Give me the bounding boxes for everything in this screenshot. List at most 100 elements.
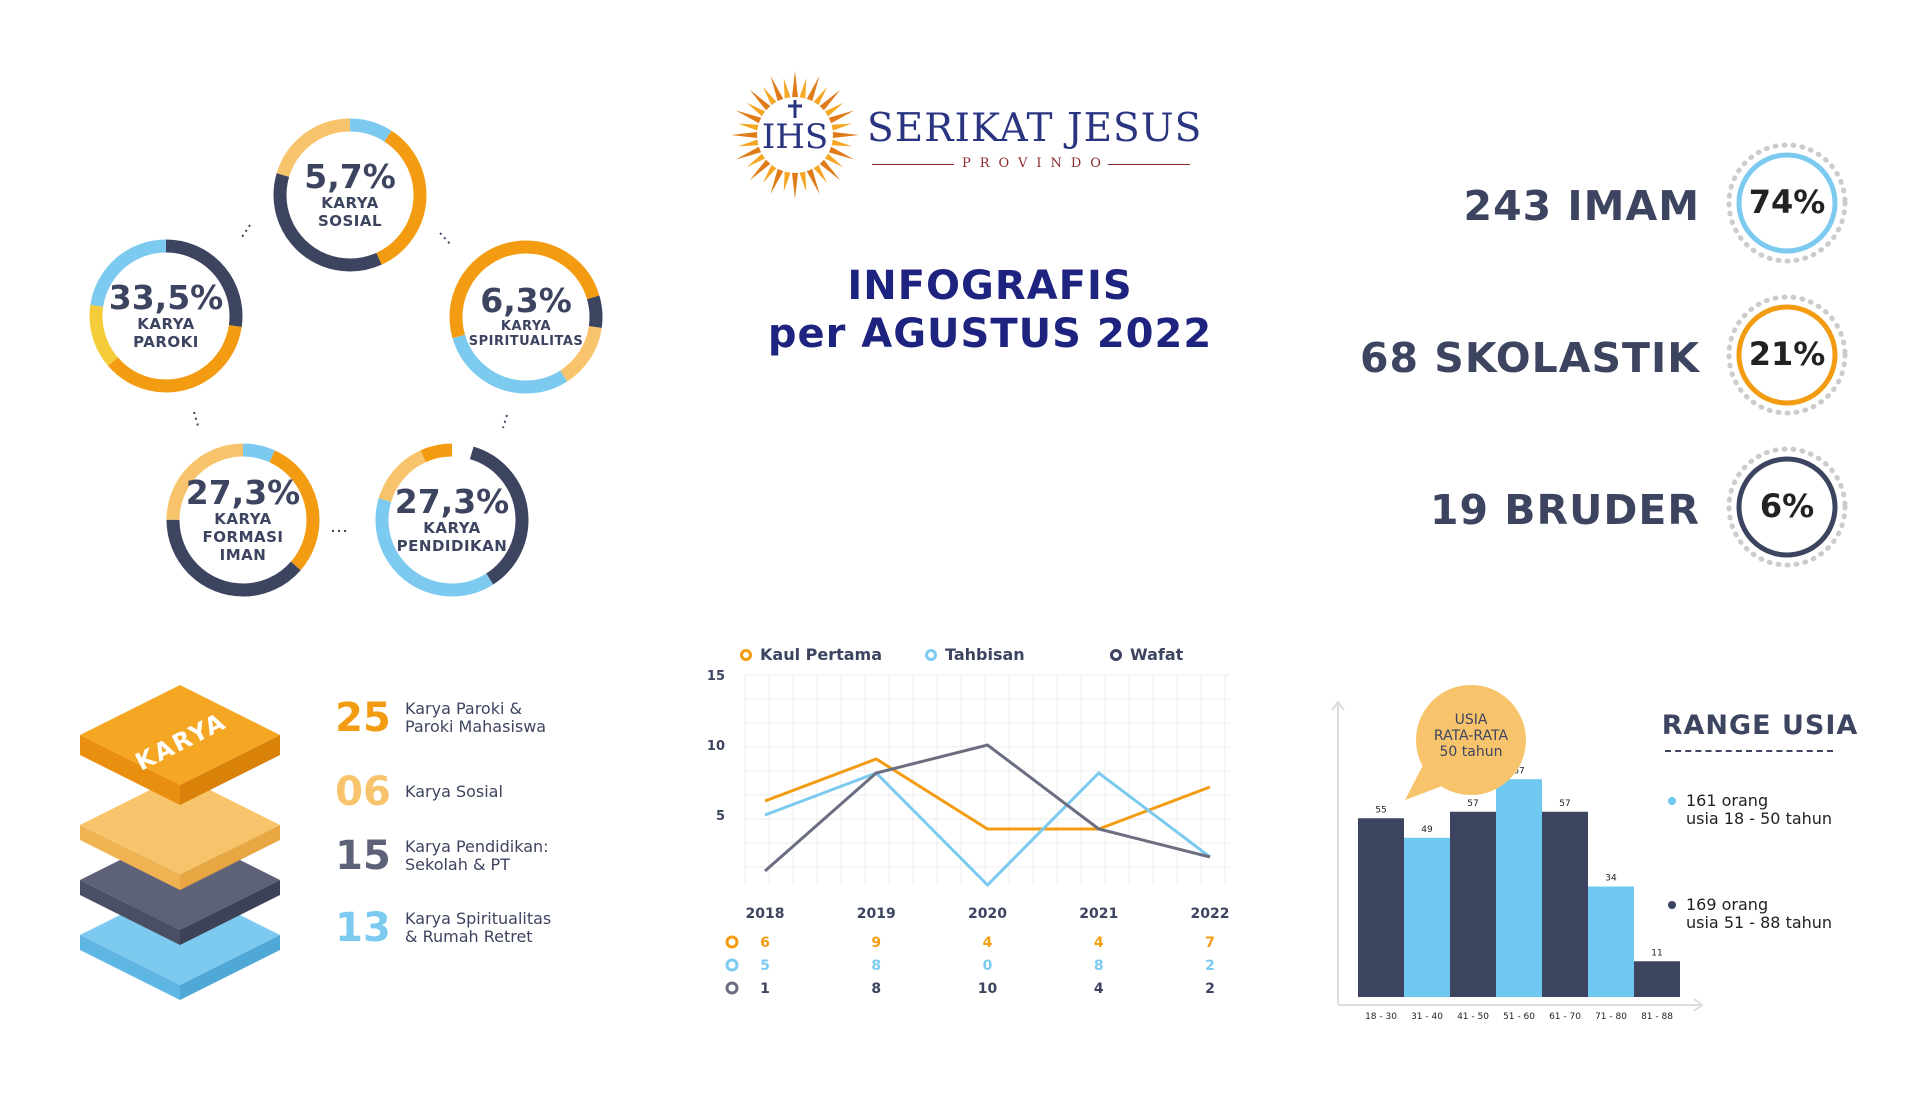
stat-imam: 243 IMAM 74% [1340,140,1860,270]
donut-label: KARYA PENDIDIKAN [396,519,508,556]
line-chart-legend: Kaul Pertama Tahbisan Wafat [740,645,1240,669]
x-tick-label: 2021 [1079,906,1118,922]
sun-ray [735,145,764,160]
stat-ring [1726,294,1848,416]
legend-wafat: Wafat [1110,645,1183,664]
data-label: 8 [871,981,881,997]
data-label: 4 [1094,935,1104,951]
legend-label: Wafat [1130,645,1184,664]
x-tick-label: 51 - 60 [1503,1012,1535,1022]
donut-karya-formasi-iman: 27,3% KARYA FORMASI IMAN [163,440,323,600]
x-axis-arrow-icon [1693,998,1704,1012]
bar [1450,811,1496,997]
sun-ray [826,110,855,125]
legend-kaul-pertama: Kaul Pertama [740,645,882,664]
karya-num: 06 [335,769,391,815]
donut-pct: 27,3% [185,472,301,512]
sun-ray [762,86,778,107]
x-tick-label: 31 - 40 [1411,1012,1443,1022]
sun-ray [770,75,785,104]
sun-ray [823,102,844,118]
bar-value-label: 55 [1375,805,1386,815]
bar [1588,886,1634,997]
sun-ray [770,166,785,195]
bar [1404,837,1450,997]
stat-label: 68 SKOLASTIK [1359,334,1700,382]
sun-ray [791,71,799,100]
bar [1542,811,1588,997]
data-label: 4 [983,935,993,951]
legend-tahbisan: Tahbisan [925,645,1025,664]
bar-value-label: 67 [1513,766,1524,776]
sun-ray [738,138,761,147]
y-tick-label: 5 [716,809,725,824]
karya-num: 25 [335,695,391,741]
sun-ray [762,163,778,184]
logo: IHS SERIKAT JESUS PROVINDO [730,70,1203,200]
sun-ray [818,158,841,181]
data-label: 9 [871,935,881,951]
data-label: 0 [983,958,993,974]
data-label: 6 [760,935,770,951]
donut-label: KARYA SPIRITUALITAS [468,318,584,350]
sun-ray [812,163,828,184]
sun-emblem-icon: IHS [731,71,859,199]
data-label: 2 [1205,981,1215,997]
series-line-2 [764,743,1211,873]
sun-ray [830,131,859,139]
bar-value-label: 11 [1651,948,1662,958]
series-line-1 [764,771,1211,888]
karya-item: 15 Karya Pendidikan: Sekolah & PT [335,833,548,879]
karya-item: 13 Karya Spiritualitas & Rumah Retret [335,905,551,951]
stat-label: 19 BRUDER [1429,486,1700,534]
page-title-line2: per AGUSTUS 2022 [767,311,1213,357]
logo-divider-left [872,164,954,165]
x-tick-label: 41 - 50 [1457,1012,1489,1022]
range-usia-title: RANGE USIA [1661,710,1859,741]
donut-connectors [193,224,508,532]
bar-value-label: 57 [1559,799,1570,809]
stat-pct: 6% [1759,487,1815,525]
sun-ray [749,89,772,112]
karya-text: Karya Paroki & Paroki Mahasiswa [405,698,547,736]
stat-ring [1726,446,1848,568]
x-tick-label: 71 - 80 [1595,1012,1627,1022]
logo-title: SERIKAT JESUS [867,106,1203,151]
sun-ray [746,152,767,168]
sun-ray [746,102,767,118]
sun-ray [829,123,852,132]
page-title: INFOGRAFIS per AGUSTUS 2022 [760,262,1220,358]
logo-monogram: IHS [762,117,828,157]
bar-value-label: 34 [1605,874,1617,884]
data-label: 2 [1205,958,1215,974]
data-label: 1 [760,981,770,997]
average-age-text: USIA RATA-RATA 50 tahun [1433,712,1509,761]
sun-ray [735,110,764,125]
logo-subtitle: PROVINDO [962,156,1110,171]
logo-divider-right [1108,164,1190,165]
stat-pct: 21% [1748,335,1826,373]
donut-pct: 27,3% [394,481,510,521]
bar-value-label: 57 [1467,799,1478,809]
sun-ray [749,158,772,181]
table-marker-icon [725,958,739,972]
page-title-line1: INFOGRAFIS [847,263,1133,309]
bar [1358,818,1404,997]
sun-ray [829,138,852,147]
karya-text: Karya Spiritualitas & Rumah Retret [405,908,552,946]
average-age-bubble: USIA RATA-RATA 50 tahun [1393,680,1533,810]
bar-value-label: 49 [1421,825,1433,835]
range-legend-text: 161 orang usia 18 - 50 tahun [1686,791,1833,829]
legend-label: Kaul Pertama [760,645,883,664]
y-tick-label: 15 [707,669,725,684]
data-label: 8 [1094,958,1104,974]
data-label: 5 [760,958,770,974]
karya-text: Karya Sosial [405,781,503,801]
sun-ray [731,131,760,139]
stat-pct: 74% [1748,183,1826,221]
x-tick-label: 2019 [857,906,896,922]
table-marker-icon [725,935,739,949]
stat-label: 243 IMAM [1463,182,1700,230]
bar [1634,961,1680,997]
line-chart: 5 10 15 2018 2019 2020 2021 2022 6 9 4 4 7 5 8 0 8 2 1 8 10 4… [707,669,1230,997]
